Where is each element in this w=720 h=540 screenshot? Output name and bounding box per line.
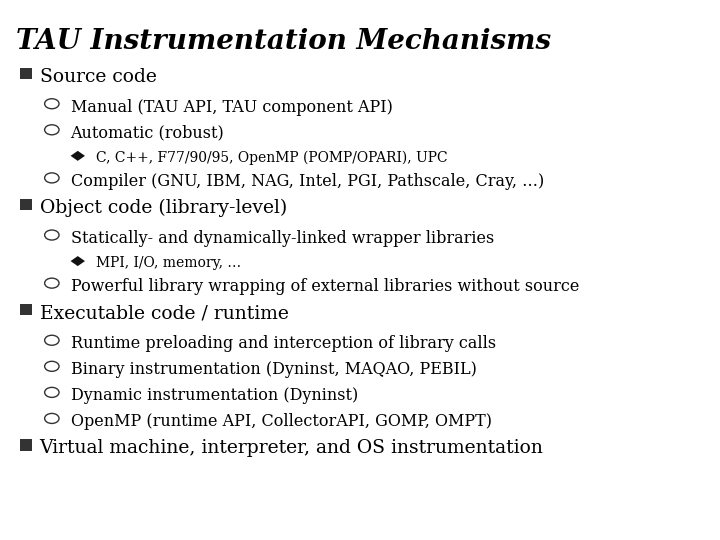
FancyBboxPatch shape bbox=[20, 304, 32, 315]
Text: O: O bbox=[696, 511, 713, 530]
Polygon shape bbox=[71, 256, 85, 266]
Text: Lecture 14 – Parallel Performance Tools: Lecture 14 – Parallel Performance Tools bbox=[403, 516, 568, 525]
FancyBboxPatch shape bbox=[20, 199, 32, 210]
Text: MPI, I/O, memory, …: MPI, I/O, memory, … bbox=[96, 256, 241, 270]
Circle shape bbox=[45, 387, 59, 397]
Text: Dynamic instrumentation (Dyninst): Dynamic instrumentation (Dyninst) bbox=[71, 387, 358, 404]
Circle shape bbox=[45, 361, 59, 372]
Text: OpenMP (runtime API, CollectorAPI, GOMP, OMPT): OpenMP (runtime API, CollectorAPI, GOMP,… bbox=[71, 414, 492, 430]
Text: TAU Instrumentation Mechanisms: TAU Instrumentation Mechanisms bbox=[16, 28, 551, 55]
Text: C, C++, F77/90/95, OpenMP (POMP/OPARI), UPC: C, C++, F77/90/95, OpenMP (POMP/OPARI), … bbox=[96, 151, 447, 165]
Text: Statically- and dynamically-linked wrapper libraries: Statically- and dynamically-linked wrapp… bbox=[71, 230, 494, 247]
Circle shape bbox=[45, 335, 59, 345]
Polygon shape bbox=[71, 151, 85, 161]
Circle shape bbox=[45, 99, 59, 109]
Circle shape bbox=[45, 230, 59, 240]
Circle shape bbox=[45, 173, 59, 183]
Text: 50: 50 bbox=[666, 516, 680, 525]
Circle shape bbox=[45, 278, 59, 288]
Text: Source code: Source code bbox=[40, 68, 156, 86]
Text: Runtime preloading and interception of library calls: Runtime preloading and interception of l… bbox=[71, 335, 495, 352]
Text: Binary instrumentation (Dyninst, MAQAO, PEBIL): Binary instrumentation (Dyninst, MAQAO, … bbox=[71, 361, 477, 379]
Text: Object code (library-level): Object code (library-level) bbox=[40, 199, 287, 217]
Text: Compiler (GNU, IBM, NAG, Intel, PGI, Pathscale, Cray, …): Compiler (GNU, IBM, NAG, Intel, PGI, Pat… bbox=[71, 173, 544, 190]
Text: Executable code / runtime: Executable code / runtime bbox=[40, 304, 289, 322]
FancyBboxPatch shape bbox=[20, 440, 32, 450]
Text: Automatic (robust): Automatic (robust) bbox=[71, 125, 225, 142]
Text: Manual (TAU API, TAU component API): Manual (TAU API, TAU component API) bbox=[71, 99, 392, 116]
Text: Powerful library wrapping of external libraries without source: Powerful library wrapping of external li… bbox=[71, 278, 579, 295]
Text: Virtual machine, interpreter, and OS instrumentation: Virtual machine, interpreter, and OS ins… bbox=[40, 440, 544, 457]
Text: Introduction to Parallel Computing, University of Oregon, IPCC: Introduction to Parallel Computing, Univ… bbox=[9, 516, 270, 525]
FancyBboxPatch shape bbox=[20, 68, 32, 79]
Circle shape bbox=[45, 414, 59, 423]
Circle shape bbox=[45, 125, 59, 135]
